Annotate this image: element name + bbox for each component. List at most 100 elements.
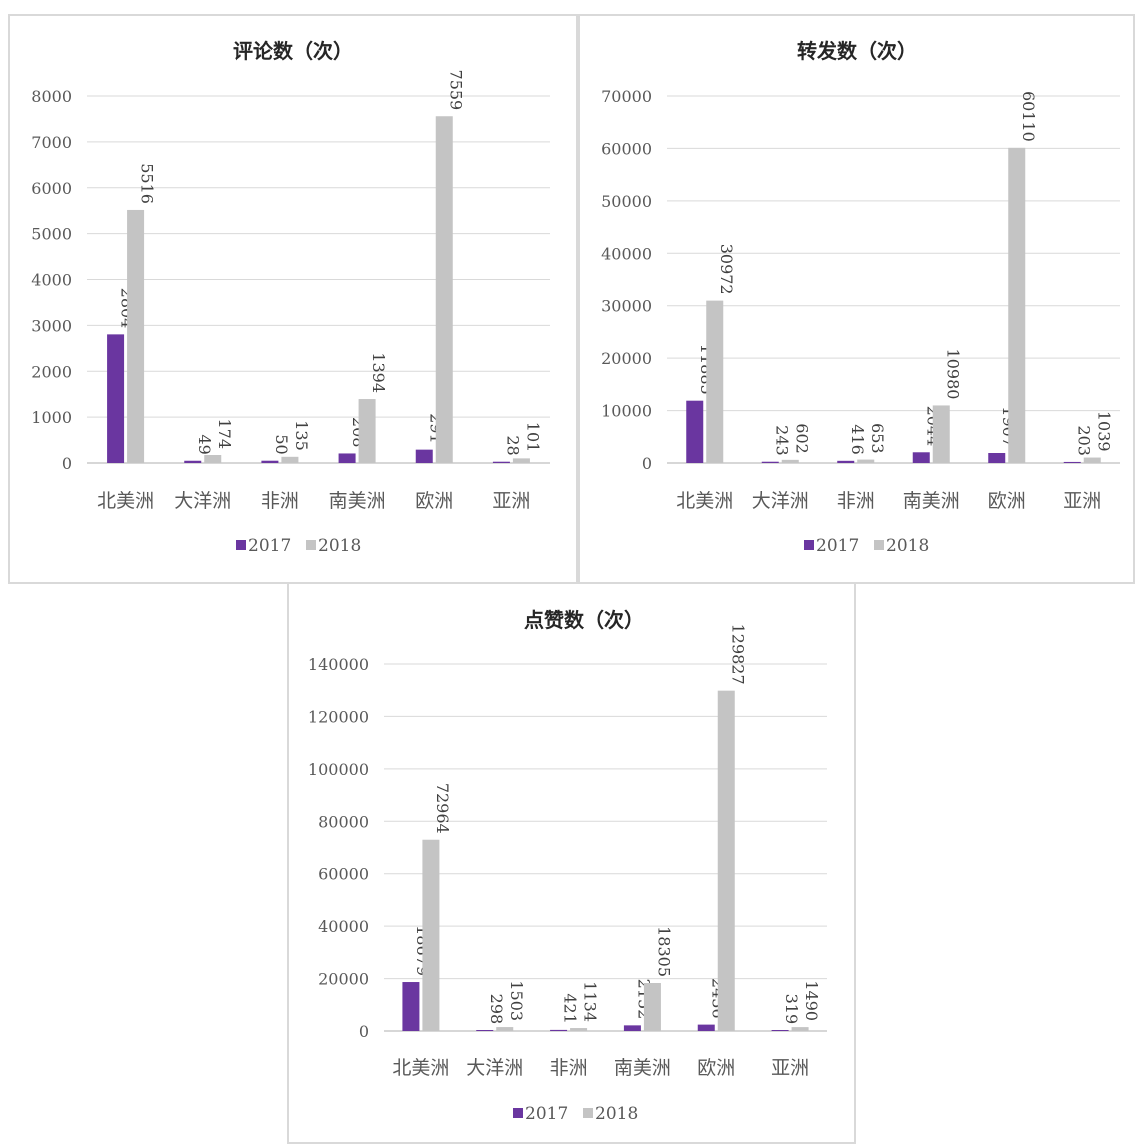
y-tick-label: 70000 <box>601 87 652 106</box>
data-label: 1039 <box>1094 411 1113 452</box>
bar-2017-欧洲 <box>988 453 1006 463</box>
chart-title: 评论数（次） <box>233 39 353 63</box>
legend-label: 2017 <box>248 536 291 556</box>
y-tick-label: 10000 <box>601 402 652 421</box>
y-tick-label: 2000 <box>31 362 72 381</box>
legend-swatch-2018 <box>306 540 316 550</box>
bar-2018-北美洲 <box>706 300 724 463</box>
data-label: 602 <box>792 423 811 454</box>
bar-2017-非洲 <box>261 460 279 463</box>
legend-swatch-2018 <box>874 540 884 550</box>
y-tick-label: 120000 <box>308 707 369 726</box>
y-tick-label: 60000 <box>601 139 652 158</box>
bar-2017-北美洲 <box>107 334 125 463</box>
bar-2017-大洋洲 <box>761 461 779 463</box>
chart-panel-comments: 评论数（次） 0 1000 2000 3000 4000 5000 6000 7000 8000 2… <box>8 14 578 584</box>
y-tick-label: 7000 <box>31 133 72 152</box>
x-tick-label: 南美洲 <box>329 490 386 512</box>
bar-2017-非洲 <box>550 1029 568 1031</box>
x-tick-label: 非洲 <box>261 490 299 512</box>
data-label: 30972 <box>717 244 736 295</box>
data-label: 72964 <box>433 783 452 834</box>
legend-label: 2018 <box>318 536 361 556</box>
data-label: 18305 <box>654 926 673 977</box>
legend-label: 2018 <box>886 536 929 556</box>
chart-panel-shares: 转发数（次） 0 10000 20000 30000 40000 50000 60000 700… <box>578 14 1135 584</box>
data-label: 1134 <box>581 981 600 1022</box>
bar-2017-南美洲 <box>338 453 356 463</box>
x-tick-label: 亚洲 <box>492 490 530 512</box>
y-tick-label: 30000 <box>601 297 652 316</box>
y-tick-label: 140000 <box>308 655 369 674</box>
data-label: 319 <box>782 994 801 1025</box>
data-label: 101 <box>523 422 542 453</box>
bar-2017-南美洲 <box>912 452 930 463</box>
bar-2017-亚洲 <box>492 461 510 463</box>
bar-2018-南美洲 <box>643 983 661 1031</box>
y-tick-label: 40000 <box>601 244 652 263</box>
x-tick-label: 大洋洲 <box>466 1057 523 1079</box>
data-label: 7559 <box>446 70 465 111</box>
legend-swatch-2017 <box>804 540 814 550</box>
data-label: 243 <box>772 425 791 456</box>
likes-chart-svg: 点赞数（次） 0 20000 40000 60000 80000 100000 120000 1… <box>308 608 827 1124</box>
y-tick-label: 6000 <box>31 179 72 198</box>
y-tick-label: 5000 <box>31 225 72 244</box>
data-label: 50 <box>272 434 291 454</box>
data-label: 129827 <box>728 624 747 685</box>
x-tick-label: 大洋洲 <box>174 490 231 512</box>
x-tick-label: 南美洲 <box>614 1057 671 1079</box>
data-label: 28 <box>503 435 522 455</box>
data-label: 1503 <box>507 980 526 1021</box>
bar-2018-欧洲 <box>435 116 453 464</box>
legend-swatch-2018 <box>583 1108 593 1118</box>
data-label: 1490 <box>802 980 821 1021</box>
data-label: 174 <box>215 418 234 449</box>
x-tick-label: 非洲 <box>550 1057 588 1079</box>
bar-2018-非洲 <box>281 456 299 463</box>
x-tick-label: 大洋洲 <box>752 490 809 512</box>
data-label: 60110 <box>1019 91 1038 142</box>
bar-2017-北美洲 <box>402 982 420 1031</box>
x-tick-label: 非洲 <box>837 490 875 512</box>
chart-title: 点赞数（次） <box>524 608 644 632</box>
bar-2018-欧洲 <box>717 690 735 1031</box>
bar-2017-大洋洲 <box>184 460 202 463</box>
bar-2017-欧洲 <box>415 449 433 463</box>
y-tick-label: 8000 <box>31 87 72 106</box>
x-tick-label: 北美洲 <box>676 490 733 512</box>
data-label: 1394 <box>369 352 388 393</box>
chart-title: 转发数（次） <box>797 39 917 63</box>
y-tick-label: 20000 <box>318 970 369 989</box>
bar-2018-亚洲 <box>1083 457 1101 463</box>
x-tick-label: 亚洲 <box>771 1057 809 1079</box>
legend-label: 2017 <box>525 1104 568 1124</box>
bar-2018-南美洲 <box>932 405 950 463</box>
bar-2018-大洋洲 <box>496 1027 514 1031</box>
data-label: 416 <box>848 424 867 455</box>
bar-2018-大洋洲 <box>781 459 799 463</box>
bar-2018-北美洲 <box>422 839 440 1031</box>
bar-2017-大洋洲 <box>476 1030 494 1031</box>
bar-2018-非洲 <box>857 459 875 463</box>
data-label: 421 <box>561 993 580 1024</box>
legend-swatch-2017 <box>513 1108 523 1118</box>
legend-label: 2018 <box>595 1104 638 1124</box>
y-tick-label: 20000 <box>601 349 652 368</box>
bar-2017-亚洲 <box>771 1030 789 1031</box>
y-tick-label: 1000 <box>31 408 72 427</box>
bar-2017-欧洲 <box>697 1024 715 1031</box>
bar-2017-南美洲 <box>623 1025 641 1031</box>
y-tick-label: 100000 <box>308 760 369 779</box>
bar-2018-南美洲 <box>358 399 376 463</box>
x-tick-label: 北美洲 <box>97 490 154 512</box>
data-label: 298 <box>487 994 506 1025</box>
bar-2018-非洲 <box>570 1028 588 1031</box>
data-label: 653 <box>868 423 887 454</box>
bar-2017-非洲 <box>837 460 855 463</box>
data-label: 135 <box>292 420 311 451</box>
shares-chart-svg: 转发数（次） 0 10000 20000 30000 40000 50000 60000 700… <box>601 39 1120 556</box>
data-label: 203 <box>1074 425 1093 456</box>
legend-swatch-2017 <box>236 540 246 550</box>
bar-2017-北美洲 <box>686 400 704 463</box>
